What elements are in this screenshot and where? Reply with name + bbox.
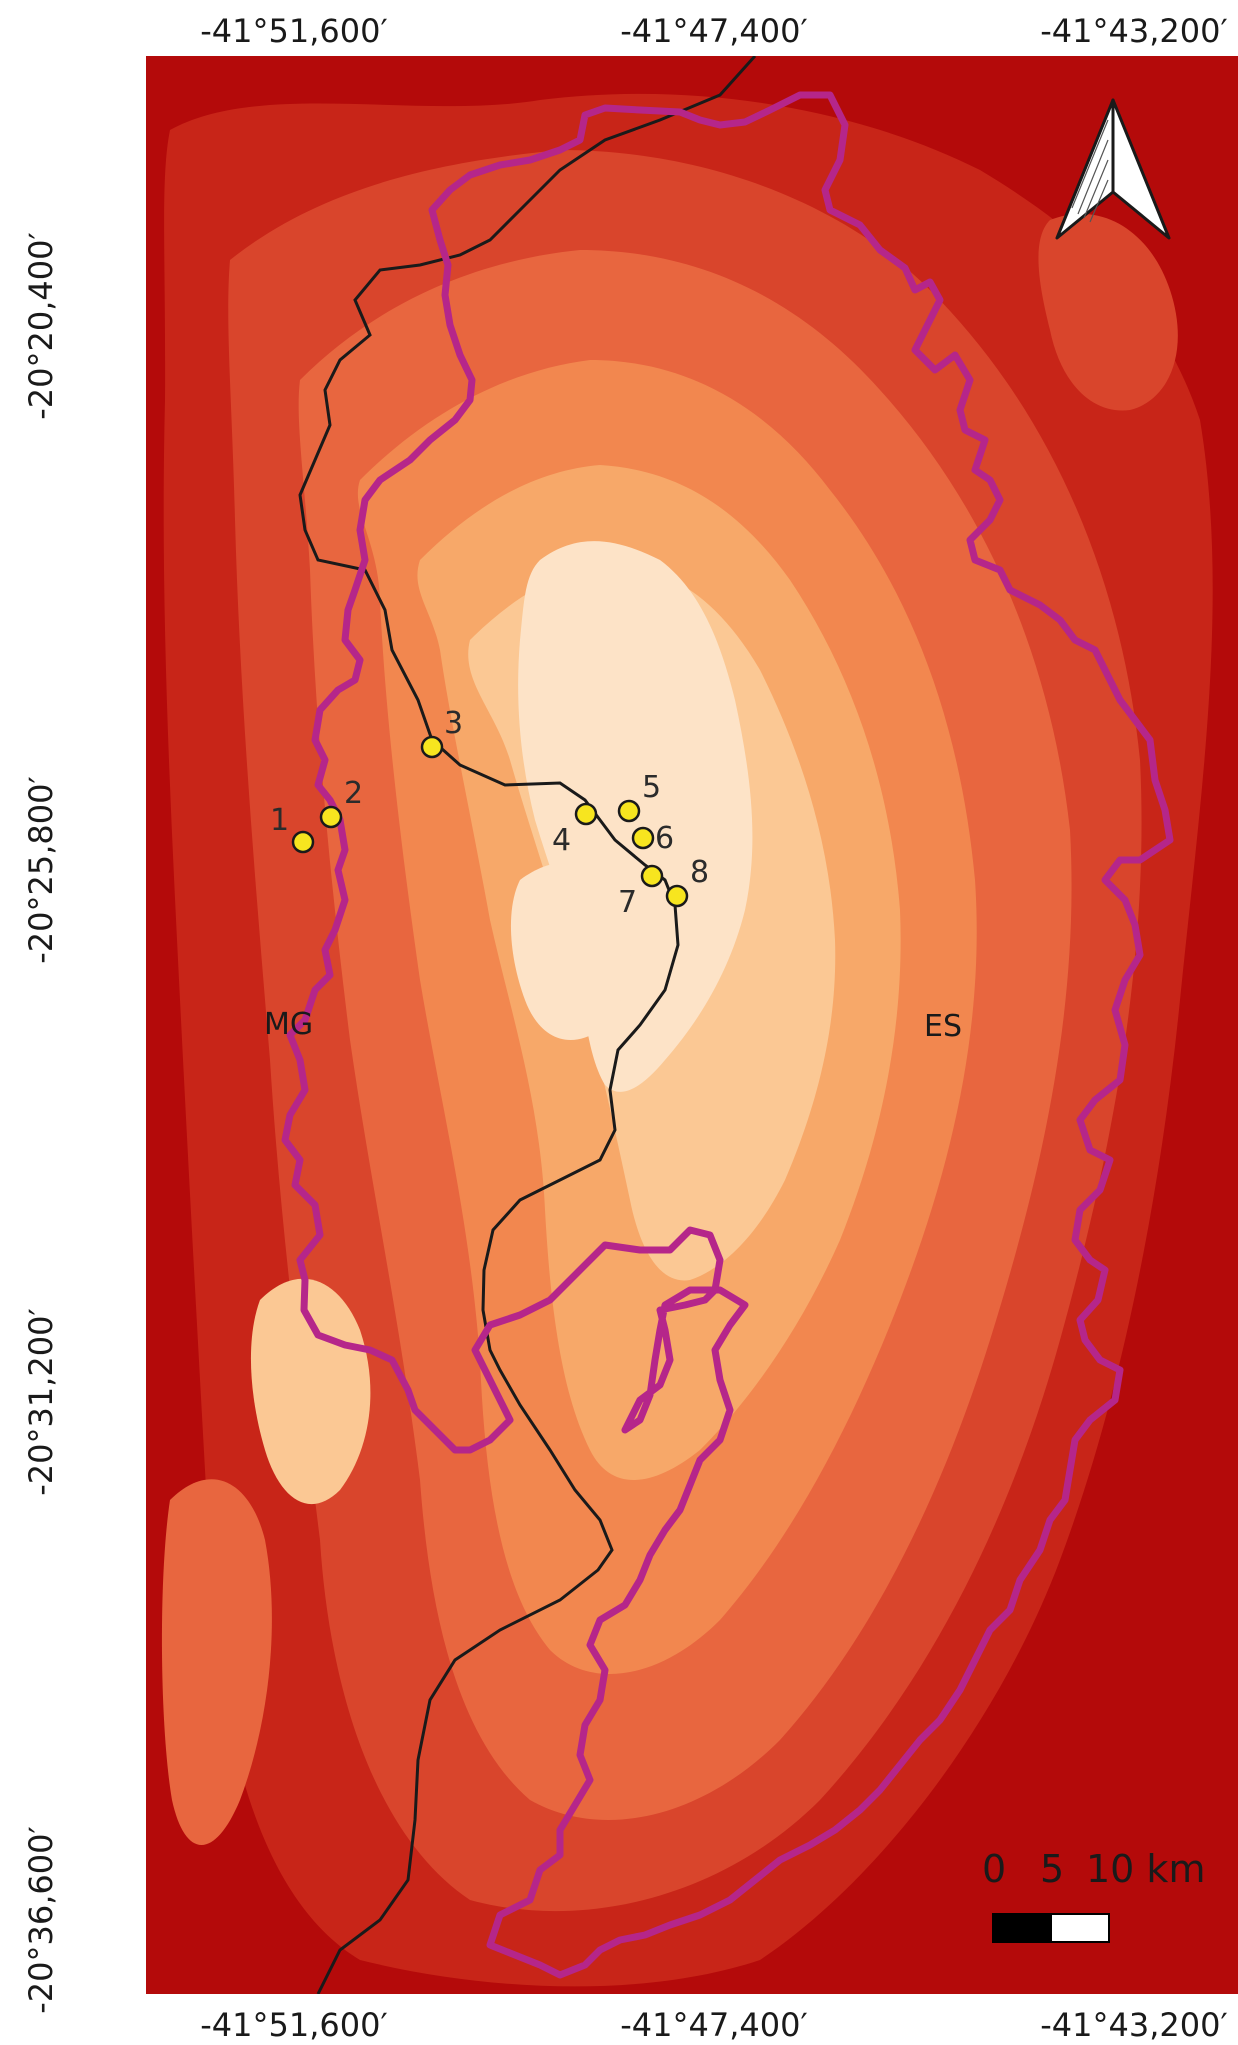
top-tick-2: -41°47,400′ bbox=[620, 12, 808, 50]
site-marker-6[interactable]: 6 bbox=[631, 821, 674, 856]
bottom-tick-3: -41°43,200′ bbox=[1040, 2006, 1228, 2044]
top-tick-1: -41°51,600′ bbox=[200, 12, 388, 50]
site-marker-3[interactable]: 3 bbox=[420, 706, 463, 759]
scale-label-5: 5 bbox=[1040, 1847, 1064, 1891]
site-label-8: 8 bbox=[690, 855, 709, 890]
state-label-mg: MG bbox=[264, 1007, 313, 1042]
site-label-6: 6 bbox=[655, 821, 674, 856]
site-marker-2[interactable]: 2 bbox=[319, 776, 363, 829]
site-label-3: 3 bbox=[444, 706, 463, 741]
top-tick-3: -41°43,200′ bbox=[1040, 12, 1228, 50]
site-marker-4[interactable]: 4 bbox=[552, 802, 598, 858]
site-marker-7[interactable]: 7 bbox=[618, 864, 664, 920]
state-label-es: ES bbox=[924, 1009, 962, 1044]
site-label-7: 7 bbox=[618, 885, 637, 920]
bottom-tick-2: -41°47,400′ bbox=[620, 2006, 808, 2044]
bottom-tick-1: -41°51,600′ bbox=[200, 2006, 388, 2044]
scale-bar: 0 5 10 km bbox=[982, 1847, 1205, 1943]
left-tick-3: -20°31,200′ bbox=[22, 1308, 60, 1496]
left-tick-1: -20°20,400′ bbox=[22, 232, 60, 420]
site-marker-8[interactable]: 8 bbox=[665, 855, 709, 908]
scale-label-0: 0 bbox=[982, 1847, 1006, 1891]
north-arrow-icon bbox=[1055, 98, 1171, 240]
site-marker-5[interactable]: 5 bbox=[617, 770, 661, 823]
site-label-2: 2 bbox=[344, 776, 363, 811]
site-markers: 1 2 3 4 5 6 7 8 bbox=[270, 706, 709, 920]
scale-label-10km: 10 km bbox=[1086, 1847, 1205, 1891]
site-label-5: 5 bbox=[642, 770, 661, 805]
site-label-1: 1 bbox=[270, 803, 289, 838]
site-marker-1[interactable]: 1 bbox=[270, 803, 315, 854]
left-tick-4: -20°36,600′ bbox=[22, 1826, 60, 2014]
left-tick-2: -20°25,800′ bbox=[22, 776, 60, 964]
protected-area-boundary bbox=[281, 91, 1174, 1979]
site-label-4: 4 bbox=[552, 823, 571, 858]
